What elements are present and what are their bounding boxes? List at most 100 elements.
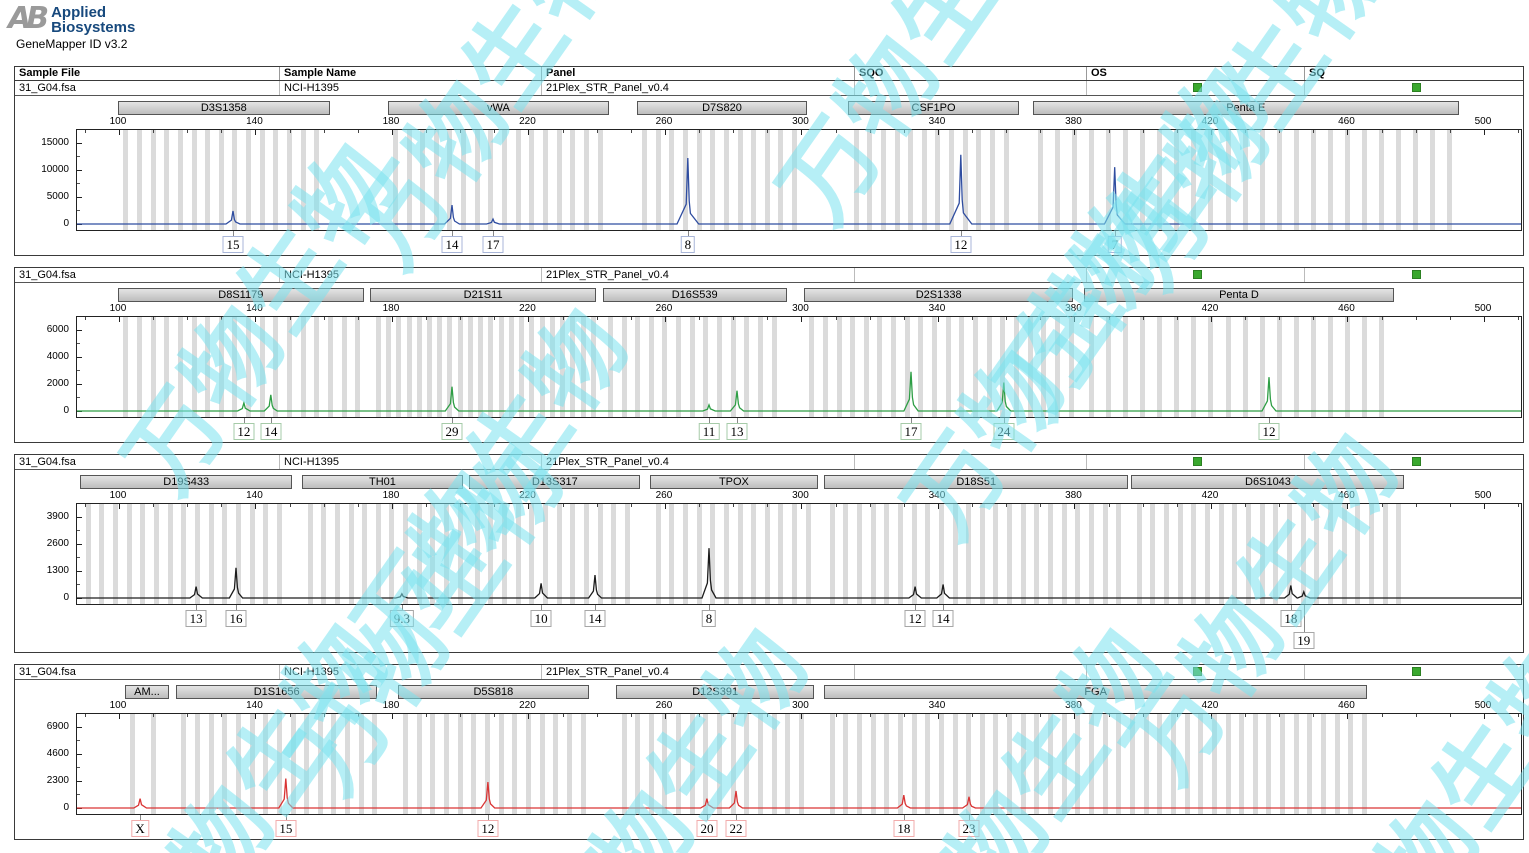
marker-AM: AM... xyxy=(124,685,170,699)
sq-cell xyxy=(1304,665,1523,679)
sqo-cell xyxy=(854,81,1086,95)
marker-D13S317: D13S317 xyxy=(469,475,641,489)
electropherogram-plot[interactable] xyxy=(76,503,1522,605)
x-tick-label: 420 xyxy=(1201,700,1219,711)
os-cell xyxy=(1086,665,1304,679)
allele-label[interactable]: 29 xyxy=(441,423,463,440)
allele-label[interactable]: 14 xyxy=(932,610,954,627)
sample-info-row: 31_G04.fsa NCI-H1395 21Plex_STR_Panel_v0.4 xyxy=(15,665,1523,680)
allele-label[interactable]: 17 xyxy=(900,423,922,440)
allele-label[interactable]: 7 xyxy=(1107,236,1122,253)
x-tick-label: 140 xyxy=(246,490,263,501)
allele-label[interactable]: 24 xyxy=(993,423,1015,440)
sample-name: NCI-H1395 xyxy=(279,268,541,282)
y-tick-label: 0 xyxy=(63,592,69,603)
allele-leader-line xyxy=(243,418,245,423)
column-header-sample-name: Sample Name xyxy=(279,67,541,80)
allele-label[interactable]: 18 xyxy=(1280,610,1302,627)
allele-leader-line xyxy=(708,418,710,423)
allele-leader-line xyxy=(706,815,708,820)
allele-label[interactable]: 13 xyxy=(726,423,748,440)
allele-label[interactable]: 8 xyxy=(680,236,696,253)
allele-leader-line xyxy=(911,418,912,423)
allele-leader-line xyxy=(903,815,905,820)
logo-line-2: Biosystems xyxy=(51,19,136,36)
allele-label[interactable]: 14 xyxy=(260,423,282,440)
allele-leader-line xyxy=(1268,418,1270,423)
allele-leader-line xyxy=(736,418,738,423)
logo-line-1: Applied xyxy=(51,4,107,21)
os-quality-flag xyxy=(1193,83,1202,92)
allele-label-row: X 15 12 20 22 18 23 xyxy=(15,815,1523,839)
allele-leader-line xyxy=(236,605,238,610)
sample-panel-1: Sample File Sample Name Panel SQO OS SQ 31_G04… xyxy=(14,66,1524,256)
y-tick-label: 0 xyxy=(63,802,69,813)
allele-label[interactable]: 18 xyxy=(893,820,915,837)
allele-label[interactable]: 14 xyxy=(584,610,606,627)
allele-label[interactable]: 12 xyxy=(904,610,926,627)
sample-file: 31_G04.fsa xyxy=(19,456,76,468)
x-tick-label: 460 xyxy=(1338,303,1355,314)
x-tick-label: 380 xyxy=(1065,116,1082,127)
allele-label[interactable]: 8 xyxy=(701,610,717,627)
allele-label[interactable]: 14 xyxy=(441,236,463,253)
sample-panel-3: 31_G04.fsa NCI-H1395 21Plex_STR_Panel_v0.4… xyxy=(14,454,1524,653)
x-tick-label: 260 xyxy=(655,490,673,501)
allele-label[interactable]: 17 xyxy=(482,236,504,253)
allele-label[interactable]: 12 xyxy=(950,236,972,253)
allele-leader-line xyxy=(270,418,272,423)
allele-leader-line xyxy=(943,605,945,610)
marker-PentaE: Penta E xyxy=(1032,101,1460,115)
x-tick-label: 180 xyxy=(382,700,400,711)
allele-leader-line xyxy=(915,605,917,610)
allele-label[interactable]: 22 xyxy=(725,820,747,837)
allele-label[interactable]: 23 xyxy=(958,820,980,837)
allele-leader-line xyxy=(140,815,142,820)
electropherogram-plot[interactable] xyxy=(76,713,1522,815)
allele-label[interactable]: 11 xyxy=(698,423,720,440)
x-tick-label: 140 xyxy=(246,303,263,314)
y-tick-label: 6900 xyxy=(46,720,69,732)
marker-D19S433: D19S433 xyxy=(80,475,292,489)
allele-label[interactable]: X xyxy=(131,820,149,837)
allele-label[interactable]: 12 xyxy=(233,423,255,440)
x-tick-label: 100 xyxy=(109,490,127,501)
x-tick-label: 420 xyxy=(1201,116,1219,127)
x-tick-label: 140 xyxy=(246,116,263,127)
plot-area-wrap: 0 2000 4000 6000 xyxy=(47,316,1522,418)
marker-PentaD: Penta D xyxy=(1083,288,1395,302)
column-header-panel: Panel xyxy=(541,67,854,80)
x-tick-label: 380 xyxy=(1065,490,1082,501)
marker-bar-row: AM... D1S1656 D5S818 D12S391 FGA xyxy=(15,684,1523,700)
allele-leader-line xyxy=(969,815,971,820)
column-header-sample-file: Sample File xyxy=(19,67,81,79)
os-cell xyxy=(1086,268,1304,282)
allele-label[interactable]: 15 xyxy=(222,236,244,253)
allele-label[interactable]: 20 xyxy=(696,820,718,837)
sq-quality-flag xyxy=(1411,270,1421,279)
allele-leader-line xyxy=(487,815,489,820)
allele-label[interactable]: 12 xyxy=(1258,423,1280,440)
allele-label[interactable]: 13 xyxy=(185,610,207,627)
allele-label[interactable]: 16 xyxy=(225,610,247,627)
x-tick-label: 420 xyxy=(1201,303,1219,314)
marker-D16S539: D16S539 xyxy=(602,288,787,302)
allele-label[interactable]: 19 xyxy=(1293,632,1315,649)
panel-name: 21Plex_STR_Panel_v0.4 xyxy=(541,665,854,679)
allele-leader-line xyxy=(735,815,737,820)
electropherogram-plot[interactable] xyxy=(76,129,1522,231)
allele-label[interactable]: 15 xyxy=(275,820,297,837)
panel-name: 21Plex_STR_Panel_v0.4 xyxy=(541,268,854,282)
allele-label[interactable]: 9.3 xyxy=(389,610,414,627)
x-tick-label: 300 xyxy=(792,490,809,501)
allele-label[interactable]: 12 xyxy=(477,820,499,837)
x-tick-label: 140 xyxy=(246,700,263,711)
allele-leader-line xyxy=(196,605,198,610)
x-tick-label: 300 xyxy=(792,700,809,711)
x-tick-label: 500 xyxy=(1474,700,1492,711)
sample-name: NCI-H1395 xyxy=(279,665,541,679)
os-quality-flag xyxy=(1193,270,1202,279)
allele-label[interactable]: 10 xyxy=(530,610,552,627)
electropherogram-plot[interactable] xyxy=(76,316,1522,418)
sqo-cell xyxy=(854,455,1086,469)
